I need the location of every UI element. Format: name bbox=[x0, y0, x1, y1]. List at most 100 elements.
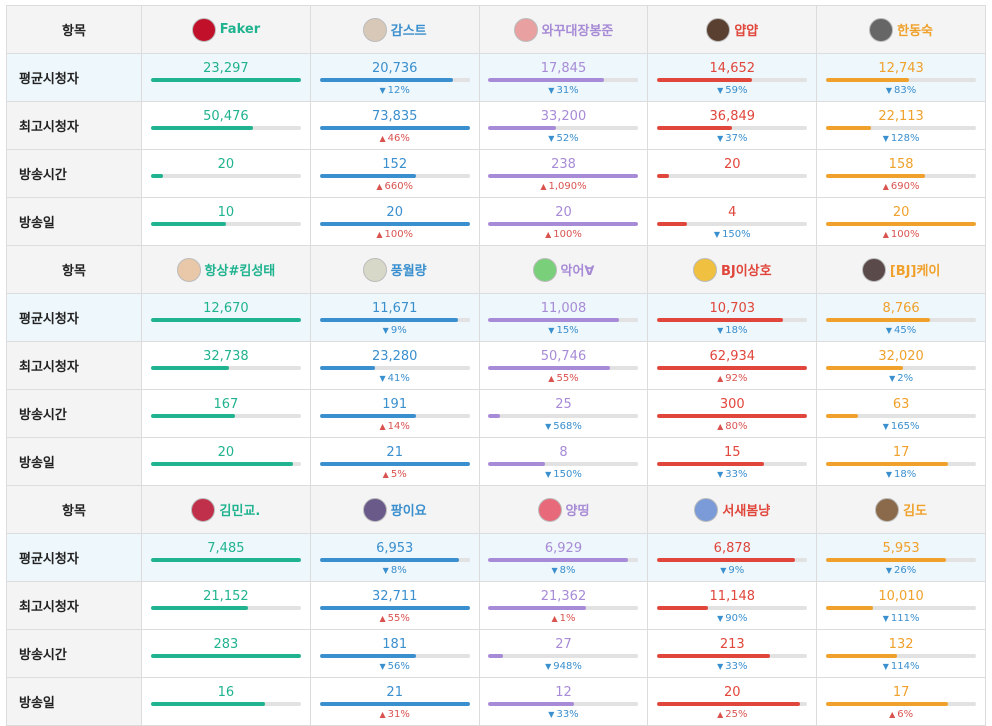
streamer-avatar[interactable] bbox=[362, 257, 387, 282]
metric-cell: 25 ▼ 568% bbox=[478, 389, 649, 438]
arrow-down-icon: ▼ bbox=[545, 661, 552, 671]
change-indicator: ▼ 114% bbox=[817, 661, 985, 673]
metric-label: 방송일 bbox=[6, 197, 142, 246]
streamer-header[interactable]: 팡이요 bbox=[309, 485, 480, 534]
change-percent: 5% bbox=[390, 468, 407, 480]
streamer-avatar[interactable] bbox=[694, 497, 719, 522]
streamer-header[interactable]: 얍얍 bbox=[647, 5, 818, 54]
streamer-avatar[interactable] bbox=[706, 17, 731, 42]
streamer-name[interactable]: Faker bbox=[219, 22, 261, 37]
streamer-name[interactable]: 얍얍 bbox=[734, 24, 759, 39]
streamer-header[interactable]: 와꾸대장봉준 bbox=[478, 5, 649, 54]
metric-cell: 36,849 ▼ 37% bbox=[647, 101, 818, 150]
metric-bar-fill bbox=[319, 125, 470, 130]
metric-value: 23,297 bbox=[203, 60, 249, 76]
streamer-avatar[interactable] bbox=[191, 17, 216, 42]
streamer-name[interactable]: 항상#킴성태 bbox=[204, 264, 276, 279]
metric-cell: 283 bbox=[141, 629, 311, 678]
streamer-avatar[interactable] bbox=[362, 497, 387, 522]
change-indicator: ▼ 948% bbox=[480, 661, 648, 673]
metric-cell: 22,113 ▼ 128% bbox=[816, 101, 986, 150]
streamer-name[interactable]: 양띵 bbox=[565, 504, 590, 519]
metric-bar-fill bbox=[826, 221, 977, 226]
item-header-label: 항목 bbox=[6, 5, 142, 54]
streamer-avatar[interactable] bbox=[875, 497, 900, 522]
metric-value: 6,953 bbox=[376, 540, 414, 556]
streamer-name[interactable]: 팡이요 bbox=[390, 504, 427, 519]
change-indicator bbox=[142, 373, 310, 385]
metric-cell: 12,743 ▼ 83% bbox=[816, 53, 986, 102]
streamer-avatar[interactable] bbox=[869, 17, 894, 42]
streamer-name[interactable]: 김도 bbox=[903, 504, 928, 519]
metric-bar-fill bbox=[150, 701, 265, 706]
metric-bar-fill bbox=[826, 413, 858, 418]
metric-bar bbox=[488, 317, 639, 322]
streamer-name[interactable]: 한동숙 bbox=[897, 24, 934, 39]
metric-value: 12,743 bbox=[878, 60, 924, 76]
streamer-header[interactable]: 항상#킴성태 bbox=[141, 245, 311, 294]
change-indicator: ▲ 100% bbox=[311, 229, 479, 241]
streamer-header[interactable]: [BJ]케이 bbox=[816, 245, 986, 294]
streamer-name[interactable]: 서새봄냥 bbox=[722, 504, 771, 519]
metric-bar bbox=[826, 461, 977, 466]
streamer-header[interactable]: 서새봄냥 bbox=[647, 485, 818, 534]
streamer-name[interactable]: 김민교. bbox=[219, 504, 261, 519]
metric-bar-fill bbox=[150, 653, 301, 658]
streamer-avatar[interactable] bbox=[861, 257, 886, 282]
streamer-name[interactable]: BJ이상호 bbox=[720, 264, 772, 279]
streamer-header[interactable]: 양띵 bbox=[478, 485, 649, 534]
change-percent: 1% bbox=[559, 612, 576, 624]
streamer-header[interactable]: 감스트 bbox=[309, 5, 480, 54]
streamer-header[interactable]: 악어∀ bbox=[478, 245, 649, 294]
change-percent: 33% bbox=[725, 468, 748, 480]
metric-bar-fill bbox=[488, 413, 501, 418]
metric-bar-fill bbox=[319, 221, 470, 226]
streamer-name[interactable]: 감스트 bbox=[390, 24, 427, 39]
metric-bar-fill bbox=[150, 317, 301, 322]
metric-row: 평균시청자 23,297 20,736 ▼ 12% 17,845 ▼ 31% 14,652 ▼ 59… bbox=[6, 53, 986, 102]
metric-value: 7,485 bbox=[207, 540, 245, 556]
streamer-header[interactable]: 김민교. bbox=[141, 485, 311, 534]
streamer-avatar[interactable] bbox=[191, 497, 216, 522]
metric-bar-fill bbox=[319, 605, 470, 610]
change-percent: 114% bbox=[890, 660, 920, 672]
streamer-header[interactable]: Faker bbox=[141, 5, 311, 54]
change-percent: 33% bbox=[556, 708, 579, 720]
metric-cell: 5,953 ▼ 26% bbox=[816, 533, 986, 582]
metric-bar-fill bbox=[657, 557, 796, 562]
streamer-header[interactable]: 풍월량 bbox=[309, 245, 480, 294]
streamer-avatar[interactable] bbox=[176, 257, 201, 282]
group-header-row: 항목 Faker 감스트 와꾸대장봉준 얍얍 한동숙 bbox=[6, 5, 986, 54]
change-indicator: ▼ 12% bbox=[311, 85, 479, 97]
metric-cell: 21,362 ▲ 1% bbox=[478, 581, 649, 630]
metric-row: 평균시청자 12,670 11,671 ▼ 9% 11,008 ▼ 15% 10,703 ▼ 18%… bbox=[6, 293, 986, 342]
arrow-down-icon: ▼ bbox=[889, 373, 896, 383]
streamer-avatar[interactable] bbox=[513, 17, 538, 42]
metric-bar-fill bbox=[657, 413, 808, 418]
streamer-avatar[interactable] bbox=[692, 257, 717, 282]
metric-value: 10,703 bbox=[709, 300, 756, 316]
metric-bar bbox=[488, 461, 639, 466]
metric-value: 191 bbox=[382, 396, 408, 412]
streamer-name[interactable]: 악어∀ bbox=[560, 264, 595, 279]
change-percent: 948% bbox=[553, 660, 582, 672]
change-percent: 12% bbox=[387, 84, 410, 96]
streamer-avatar[interactable] bbox=[362, 17, 387, 42]
streamer-header[interactable]: BJ이상호 bbox=[647, 245, 818, 294]
arrow-down-icon: ▼ bbox=[379, 661, 386, 671]
streamer-header[interactable]: 한동숙 bbox=[816, 5, 986, 54]
group-header-row: 항목 항상#킴성태 풍월량 악어∀ BJ이상호 [BJ]케이 bbox=[6, 245, 986, 294]
streamer-name[interactable]: 와꾸대장봉준 bbox=[541, 24, 614, 39]
change-indicator bbox=[142, 613, 310, 625]
metric-row: 평균시청자 7,485 6,953 ▼ 8% 6,929 ▼ 8% 6,878 ▼ 9% 5,953 ▼… bbox=[6, 533, 986, 582]
metric-value: 50,476 bbox=[203, 108, 249, 124]
streamer-avatar[interactable] bbox=[532, 257, 557, 282]
streamer-name[interactable]: [BJ]케이 bbox=[889, 264, 941, 279]
streamer-name[interactable]: 풍월량 bbox=[390, 264, 427, 279]
streamer-avatar[interactable] bbox=[537, 497, 562, 522]
arrow-up-icon: ▲ bbox=[379, 421, 386, 431]
metric-cell: 21 ▲ 5% bbox=[309, 437, 480, 486]
metric-value: 21,362 bbox=[540, 588, 587, 604]
arrow-up-icon: ▲ bbox=[717, 709, 724, 719]
streamer-header[interactable]: 김도 bbox=[816, 485, 986, 534]
